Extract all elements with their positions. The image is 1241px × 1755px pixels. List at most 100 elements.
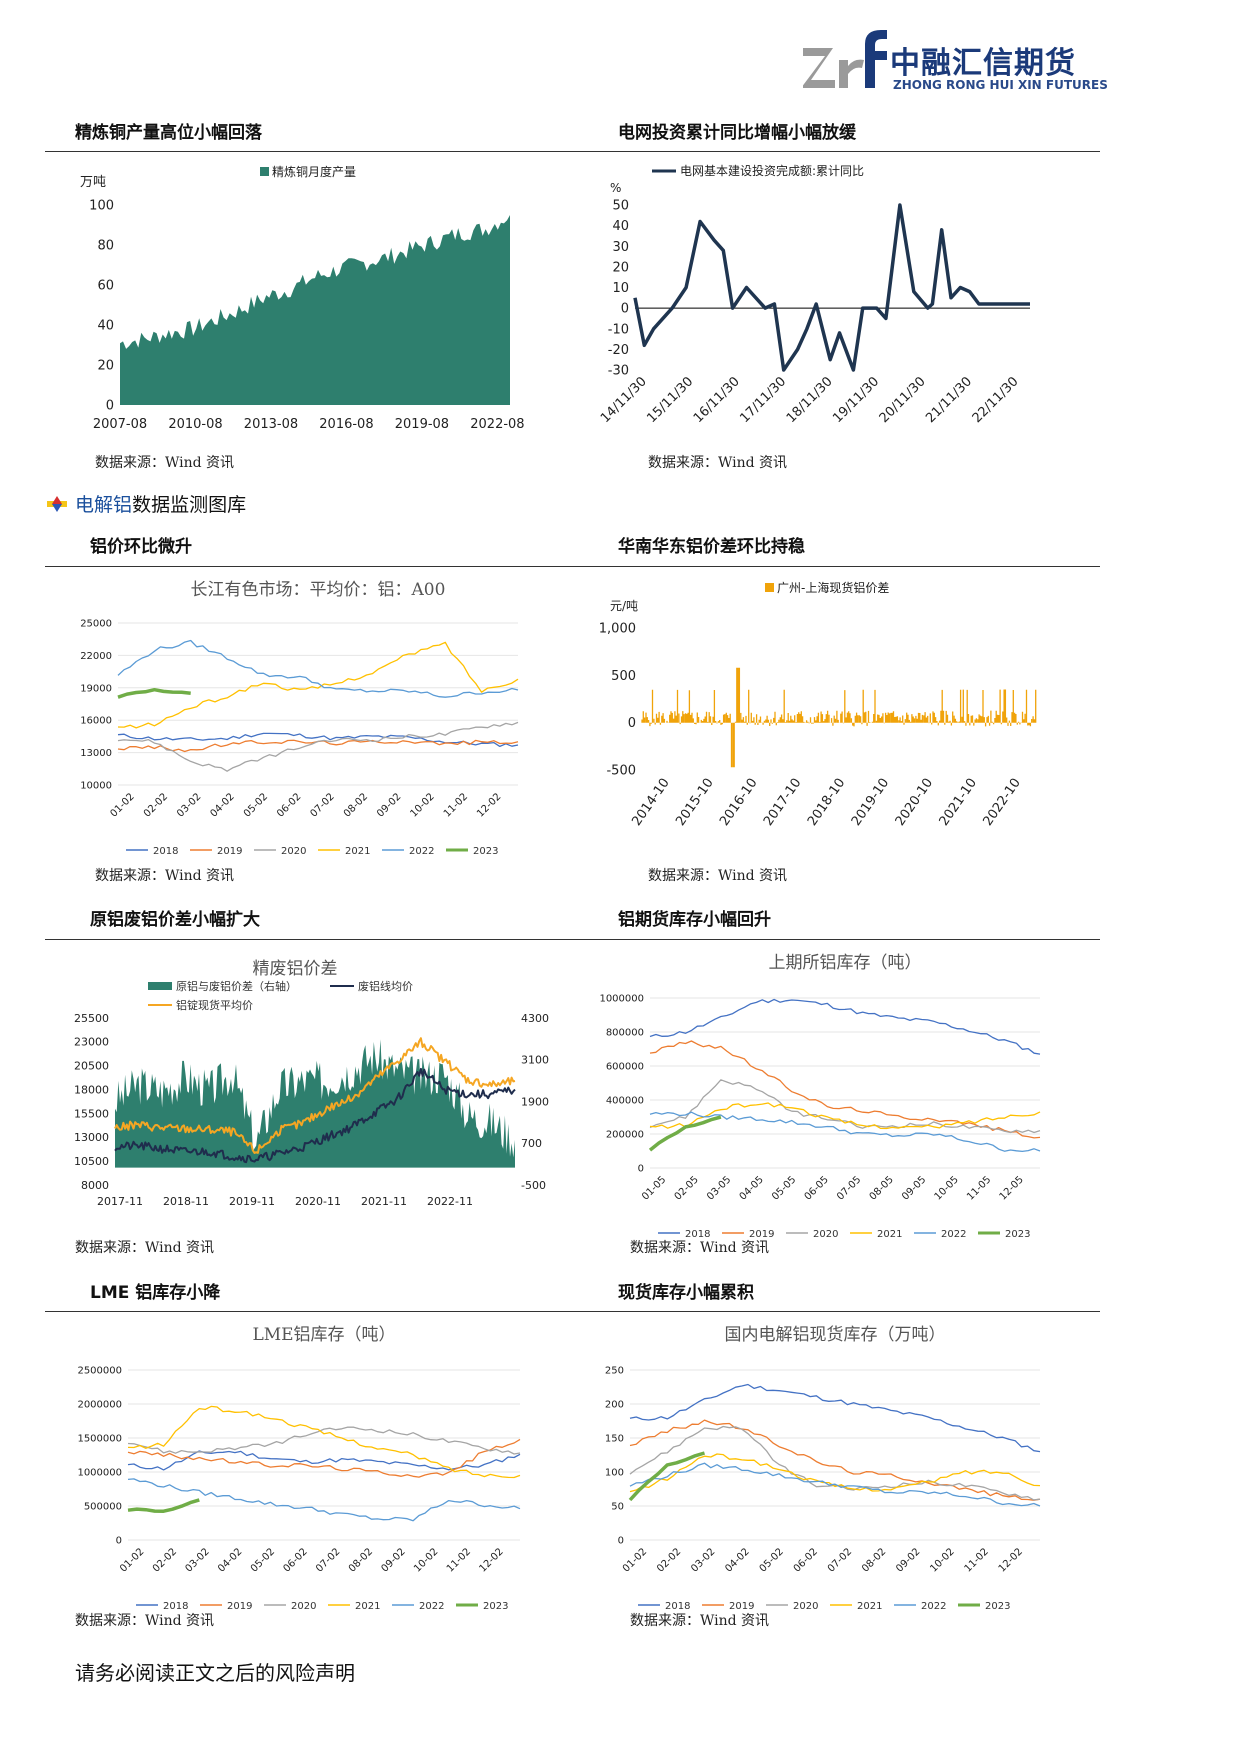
legend-label: 2019 [729,1601,754,1612]
y-axis-unit: 元/吨 [610,599,638,613]
legend-label: 2018 [685,1229,710,1240]
y-tick-label: 13000 [74,1131,109,1144]
x-tick-label: 2022-08 [470,417,524,432]
x-tick-label: 09-02 [894,1546,922,1574]
legend-label: 精炼铜月度产量 [272,164,356,179]
x-tick-label: 2015-10 [673,776,716,829]
divider-row1 [45,151,1100,152]
x-tick-label: 2016-10 [717,776,760,829]
divider-row2 [45,566,1100,567]
x-tick-label: 05-02 [249,1546,277,1574]
x-tick-label: 08-02 [347,1546,375,1574]
legend-label: 2022 [921,1601,946,1612]
x-tick-label: 20/11/30 [877,374,929,426]
series-line-2020 [629,1425,1041,1501]
legend-label: 2023 [985,1601,1010,1612]
source-note: 数据来源：Wind 资讯 [630,1613,770,1629]
x-tick-label: 12-05 [998,1174,1026,1202]
chart-shfe-stock: 上期所铝库存（吨） 0 200000 400000 600000 800000 100000… [599,953,1041,1240]
x-tick-label: 10-02 [412,1546,440,1574]
section-heading-rest: 数据监测图库 [132,494,247,516]
series-line-2022 [127,1478,521,1522]
y-tick-label: 30 [612,240,629,255]
series-line-2023 [648,1115,722,1152]
x-tick-label: 01-02 [118,1546,146,1574]
legend-swatch [260,167,269,176]
y-tick-label: 1,000 [599,622,636,637]
chart-al-price: 长江有色市场：平均价：铝：A00 10000 13000 16000 19000 2200… [80,580,519,857]
legend-label: 原铝与废铝价差（右轴） [176,979,297,993]
y-tick-label: -500 [606,764,636,779]
x-tick-label: 11-05 [965,1174,993,1202]
x-tick-label: 09-02 [379,1546,407,1574]
legend-label: 2023 [1005,1229,1030,1240]
x-tick-label: 2022-11 [427,1195,473,1208]
chart-lme-stock: LME铝库存（吨） 0 500000 1000000 1500000 2000000 250… [77,1325,521,1612]
y-tick-label: 8000 [81,1179,109,1192]
x-tick-label: 07-05 [835,1174,863,1202]
y-tick-label: 40 [97,319,114,334]
series-line-2019 [127,1438,521,1478]
y-tick-label: -10 [608,322,629,337]
x-tick-label: 2021-10 [937,776,980,829]
x-tick-label: 22/11/30 [970,374,1022,426]
y-tick-label: 150 [605,1434,624,1445]
x-tick-label: 06-02 [792,1546,820,1574]
legend-label: 2021 [857,1601,882,1612]
chart-title: 上期所铝库存（吨） [769,953,922,973]
x-tick-label: 07-02 [826,1546,854,1574]
x-tick-label: 04-02 [208,791,236,819]
legend-label: 2020 [813,1229,838,1240]
x-tick-label: 03-05 [705,1174,733,1202]
y-tick-label: 10 [612,281,629,296]
company-name-en: ZHONG RONG HUI XIN FUTURES [893,78,1108,92]
y-tick-label: 250 [605,1366,624,1377]
chart-grid-investment: 电网基本建设投资完成额:累计同比% -30 -20 -10 0 10 20 30 40 50 14/… [598,163,1030,426]
chart-spot-stock: 国内电解铝现货库存（万吨） 0 50 100 150 200 250 01-02 02-02 03… [605,1325,1041,1612]
series-line-2023 [628,1451,706,1502]
logo-z-shape [803,48,835,88]
section-title-al-spread: 华南华东铝价差环比持稳 [618,537,805,557]
bar-series [641,667,1037,768]
y-tick-label: 800000 [606,1028,644,1039]
legend-swatch [148,982,172,990]
series-line-2020 [117,721,519,772]
series-line-2018 [629,1383,1041,1453]
y-tick-label: 15500 [74,1107,109,1120]
x-tick-label: 2019-08 [395,417,449,432]
x-tick-label: 02-02 [142,791,170,819]
section-title-copper-output: 精炼铜产量高位小幅回落 [75,123,262,143]
y-tick-label: 0 [106,399,114,414]
y-tick-label: 700 [521,1137,542,1150]
logo-r-arm [848,59,864,74]
section-title-lme-stock: LME 铝库存小降 [90,1283,221,1303]
series-line [114,1067,516,1164]
y-tick-label: 60 [97,279,114,294]
series-line-2021 [127,1405,521,1479]
x-tick-label: 19/11/30 [830,374,882,426]
legend-label: 广州-上海现货铝价差 [777,580,889,595]
y-tick-label: 0 [638,1164,644,1175]
x-tick-label: 11-02 [445,1546,473,1574]
x-tick-label: 11-02 [963,1546,991,1574]
x-tick-label: 2018-11 [163,1195,209,1208]
x-tick-label: 01-02 [621,1546,649,1574]
section-heading-highlight: 电解铝 [75,494,133,516]
series-line-2019 [649,1040,1041,1139]
x-tick-label: 12-02 [997,1546,1025,1574]
y-tick-label: 23000 [74,1036,109,1049]
x-tick-label: 01-05 [640,1174,668,1202]
source-note: 数据来源：Wind 资讯 [648,868,788,884]
series-line-2020 [649,1079,1041,1134]
legend-label: 2020 [793,1601,818,1612]
y-tick-label: 10000 [80,781,112,792]
y-tick-label: 600000 [606,1062,644,1073]
series-line-2018 [649,998,1041,1055]
y-tick-label: 25000 [80,619,112,630]
x-tick-label: 05-02 [242,791,270,819]
legend-label: 2022 [419,1601,444,1612]
company-name-cn: 中融汇信期货 [890,46,1076,81]
y-tick-label: 1000000 [77,1468,122,1479]
y-tick-label: 80 [97,239,114,254]
